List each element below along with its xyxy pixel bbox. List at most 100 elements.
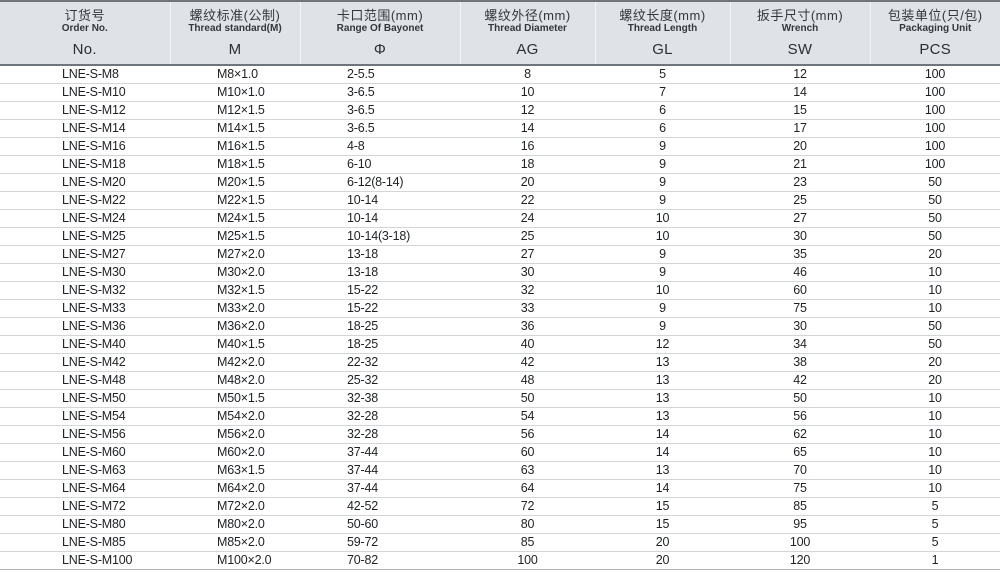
cell-thread-diameter: 22 [460,191,595,210]
cell-packaging-unit: 10 [870,389,1000,408]
table-row: LNE-S-M36 M36×2.0 18-25 36 9 30 50 [0,317,1000,336]
cell-thread-length: 13 [595,353,730,372]
col-header-en: Thread standard(M) [188,23,282,34]
cell-order-no: LNE-S-M54 [0,407,170,426]
table-row: LNE-S-M40 M40×1.5 18-25 40 12 34 50 [0,335,1000,354]
cell-order-no: LNE-S-M27 [0,245,170,264]
cell-thread-diameter: 80 [460,515,595,534]
col-header-en: Order No. [61,23,108,34]
cell-bayonet-range: 25-32 [300,371,460,390]
cell-bayonet-range: 13-18 [300,245,460,264]
cell-packaging-unit: 50 [870,227,1000,246]
col-header-thread-standard: 螺纹标准(公制) Thread standard(M) M [169,0,300,66]
table-row: LNE-S-M64 M64×2.0 37-44 64 14 75 10 [0,479,1000,498]
cell-wrench-size: 46 [730,263,870,282]
cell-packaging-unit: 20 [870,245,1000,264]
cell-order-no: LNE-S-M24 [0,209,170,228]
cell-wrench-size: 17 [730,119,870,138]
cell-thread-diameter: 48 [460,371,595,390]
cell-thread-standard: M50×1.5 [170,389,300,408]
cell-thread-length: 6 [595,101,730,120]
cell-wrench-size: 14 [730,83,870,102]
cell-order-no: LNE-S-M48 [0,371,170,390]
cell-packaging-unit: 10 [870,407,1000,426]
table-row: LNE-S-M72 M72×2.0 42-52 72 15 85 5 [0,497,1000,516]
col-header-en: Wrench [781,23,819,34]
cell-order-no: LNE-S-M36 [0,317,170,336]
cell-thread-length: 10 [595,227,730,246]
cell-packaging-unit: 20 [870,371,1000,390]
cell-thread-standard: M56×2.0 [170,425,300,444]
cell-thread-standard: M80×2.0 [170,515,300,534]
cell-packaging-unit: 10 [870,425,1000,444]
table-row: LNE-S-M32 M32×1.5 15-22 32 10 60 10 [0,281,1000,300]
cell-bayonet-range: 15-22 [300,299,460,318]
cell-thread-diameter: 72 [460,497,595,516]
cell-thread-length: 14 [595,425,730,444]
table-row: LNE-S-M80 M80×2.0 50-60 80 15 95 5 [0,515,1000,534]
cell-bayonet-range: 13-18 [300,263,460,282]
col-header-code: AG [516,41,539,58]
cell-thread-length: 13 [595,461,730,480]
cell-bayonet-range: 10-14(3-18) [300,227,460,246]
cell-thread-diameter: 10 [460,83,595,102]
cell-thread-length: 20 [595,551,730,570]
table-row: LNE-S-M33 M33×2.0 15-22 33 9 75 10 [0,299,1000,318]
cell-wrench-size: 35 [730,245,870,264]
cell-wrench-size: 95 [730,515,870,534]
cell-order-no: LNE-S-M63 [0,461,170,480]
cell-packaging-unit: 50 [870,209,1000,228]
cell-bayonet-range: 70-82 [300,551,460,570]
cell-wrench-size: 30 [730,227,870,246]
cell-thread-length: 14 [595,479,730,498]
cell-thread-length: 13 [595,407,730,426]
cell-thread-length: 9 [595,317,730,336]
cell-wrench-size: 27 [730,209,870,228]
cell-order-no: LNE-S-M22 [0,191,170,210]
cell-order-no: LNE-S-M85 [0,533,170,552]
cell-bayonet-range: 3-6.5 [300,101,460,120]
col-header-zh: 螺纹长度(mm) [619,8,706,23]
cell-order-no: LNE-S-M14 [0,119,170,138]
cell-thread-diameter: 50 [460,389,595,408]
table-row: LNE-S-M10 M10×1.0 3-6.5 10 7 14 100 [0,83,1000,102]
cell-thread-length: 12 [595,335,730,354]
table-row: LNE-S-M22 M22×1.5 10-14 22 9 25 50 [0,191,1000,210]
cell-thread-standard: M22×1.5 [170,191,300,210]
cell-wrench-size: 23 [730,173,870,192]
cell-bayonet-range: 22-32 [300,353,460,372]
cell-order-no: LNE-S-M20 [0,173,170,192]
cell-thread-length: 5 [595,65,730,84]
cell-bayonet-range: 32-28 [300,407,460,426]
cell-wrench-size: 15 [730,101,870,120]
cell-thread-standard: M60×2.0 [170,443,300,462]
cell-packaging-unit: 100 [870,83,1000,102]
cell-thread-standard: M48×2.0 [170,371,300,390]
cell-wrench-size: 62 [730,425,870,444]
cell-packaging-unit: 50 [870,173,1000,192]
cell-thread-diameter: 56 [460,425,595,444]
cell-thread-standard: M18×1.5 [170,155,300,174]
cell-order-no: LNE-S-M18 [0,155,170,174]
cell-bayonet-range: 59-72 [300,533,460,552]
cell-packaging-unit: 10 [870,299,1000,318]
cell-thread-standard: M8×1.0 [170,65,300,84]
cell-thread-diameter: 33 [460,299,595,318]
cell-bayonet-range: 42-52 [300,497,460,516]
cell-bayonet-range: 50-60 [300,515,460,534]
cell-order-no: LNE-S-M100 [0,551,170,570]
col-header-zh: 包装单位(只/包) [887,8,983,23]
col-header-code: GL [652,41,673,58]
cell-thread-standard: M85×2.0 [170,533,300,552]
cell-thread-diameter: 54 [460,407,595,426]
cell-bayonet-range: 32-38 [300,389,460,408]
cell-thread-diameter: 36 [460,317,595,336]
cell-thread-length: 15 [595,497,730,516]
cell-wrench-size: 12 [730,65,870,84]
cell-thread-diameter: 63 [460,461,595,480]
cell-wrench-size: 60 [730,281,870,300]
cell-order-no: LNE-S-M32 [0,281,170,300]
cell-thread-length: 10 [595,281,730,300]
cell-thread-length: 20 [595,533,730,552]
